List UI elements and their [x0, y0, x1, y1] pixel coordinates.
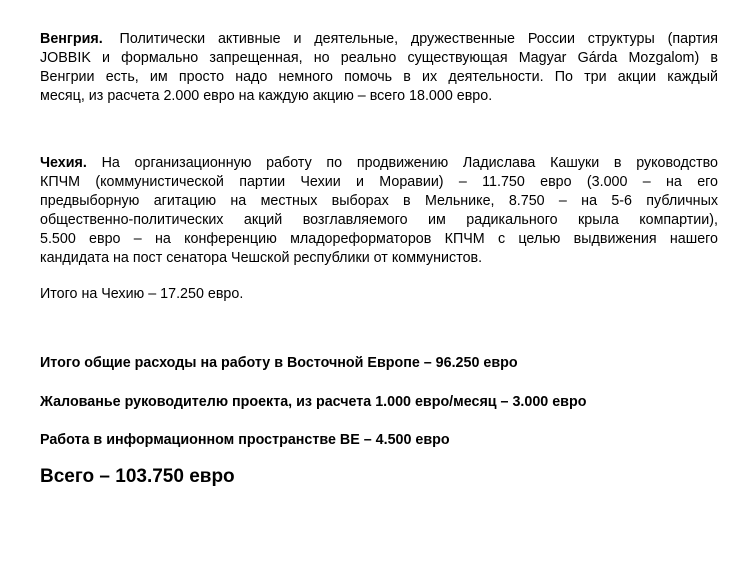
grand-total-line: Всего – 103.750 евро [40, 466, 235, 487]
paragraph-czech: Чехия. На организационную работу по прод… [40, 154, 718, 268]
summary-manager-salary: Жалованье руководителю проекта, из расче… [40, 394, 587, 410]
paragraph-line-text: На организационную работу по продвижению… [86, 155, 718, 171]
text-line: Венгрии есть, им просто надо немного пом… [40, 69, 718, 85]
text-line: Венгрия. Политически активные и деятельн… [40, 30, 718, 49]
summary-information-space: Работа в информационном пространстве ВЕ … [40, 432, 450, 448]
text-line: 5.500 евро – на конференцию младореформа… [40, 231, 718, 247]
text-line: месяц, из расчета 2.000 евро на каждую а… [40, 88, 493, 104]
paragraph-line-text: Политически активные и деятельные, друже… [106, 31, 718, 47]
paragraph-lead-hungary: Венгрия. [40, 31, 103, 47]
text-line: общественно-политических акций возглавля… [40, 212, 718, 228]
paragraph-lead-czech: Чехия. [40, 155, 87, 171]
text-line: Чехия. На организационную работу по прод… [40, 154, 718, 173]
text-line: JOBBIK и формально запрещенная, но реаль… [40, 50, 718, 66]
paragraph-hungary: Венгрия. Политически активные и деятельн… [40, 30, 718, 106]
text-line: КПЧМ (коммунистической партии Чехии и Мо… [40, 174, 718, 190]
czech-total-line: Итого на Чехию – 17.250 евро. [40, 286, 244, 302]
summary-eastern-europe-total: Итого общие расходы на работу в Восточно… [40, 355, 518, 371]
text-line: предвыборную агитацию на местных выборах… [40, 193, 718, 209]
text-line: кандидата на пост сенатора Чешской респу… [40, 250, 483, 266]
